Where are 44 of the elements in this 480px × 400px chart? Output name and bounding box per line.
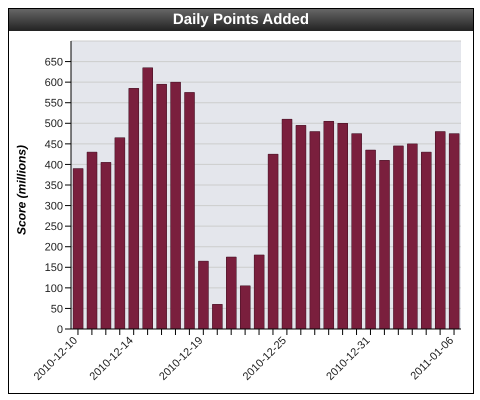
bar (296, 125, 306, 329)
bar (128, 88, 140, 329)
bar (156, 84, 167, 329)
bar (212, 304, 223, 329)
y-tick-label: 500 (44, 118, 63, 130)
bar (198, 260, 209, 329)
bar (142, 67, 153, 329)
bar (337, 123, 348, 329)
bar (282, 118, 292, 329)
bar (365, 150, 376, 329)
bar (310, 131, 320, 329)
bar (72, 168, 84, 329)
y-tick-label: 350 (44, 180, 63, 192)
bar (407, 144, 418, 329)
bar (254, 254, 264, 329)
y-tick-label: 50 (50, 303, 63, 316)
bar (170, 82, 181, 329)
y-tick-label: 600 (44, 77, 63, 90)
chart-title: Daily Points Added (9, 9, 473, 31)
bar (268, 154, 278, 329)
y-tick-label: 550 (44, 98, 63, 110)
bar (421, 152, 432, 329)
bar (100, 162, 112, 329)
bar (240, 286, 250, 329)
bar (86, 152, 98, 329)
y-axis-title: Score (millions) (14, 144, 28, 235)
bar (379, 160, 390, 329)
y-tick-label: 300 (44, 200, 63, 212)
bar (226, 256, 237, 329)
y-tick-label: 450 (44, 138, 63, 151)
bar (351, 133, 362, 329)
bar (448, 133, 460, 329)
bar (114, 137, 126, 329)
y-tick-label: 150 (44, 262, 63, 274)
bar (434, 131, 446, 329)
bar (393, 146, 404, 329)
y-tick-label: 0 (56, 324, 63, 336)
bar (324, 120, 334, 329)
y-tick-label: 100 (44, 282, 63, 295)
y-tick-label: 400 (44, 159, 63, 172)
y-tick-label: 250 (44, 221, 63, 234)
bar (184, 92, 195, 329)
y-tick-label: 650 (44, 56, 63, 68)
y-tick-label: 200 (44, 242, 63, 254)
